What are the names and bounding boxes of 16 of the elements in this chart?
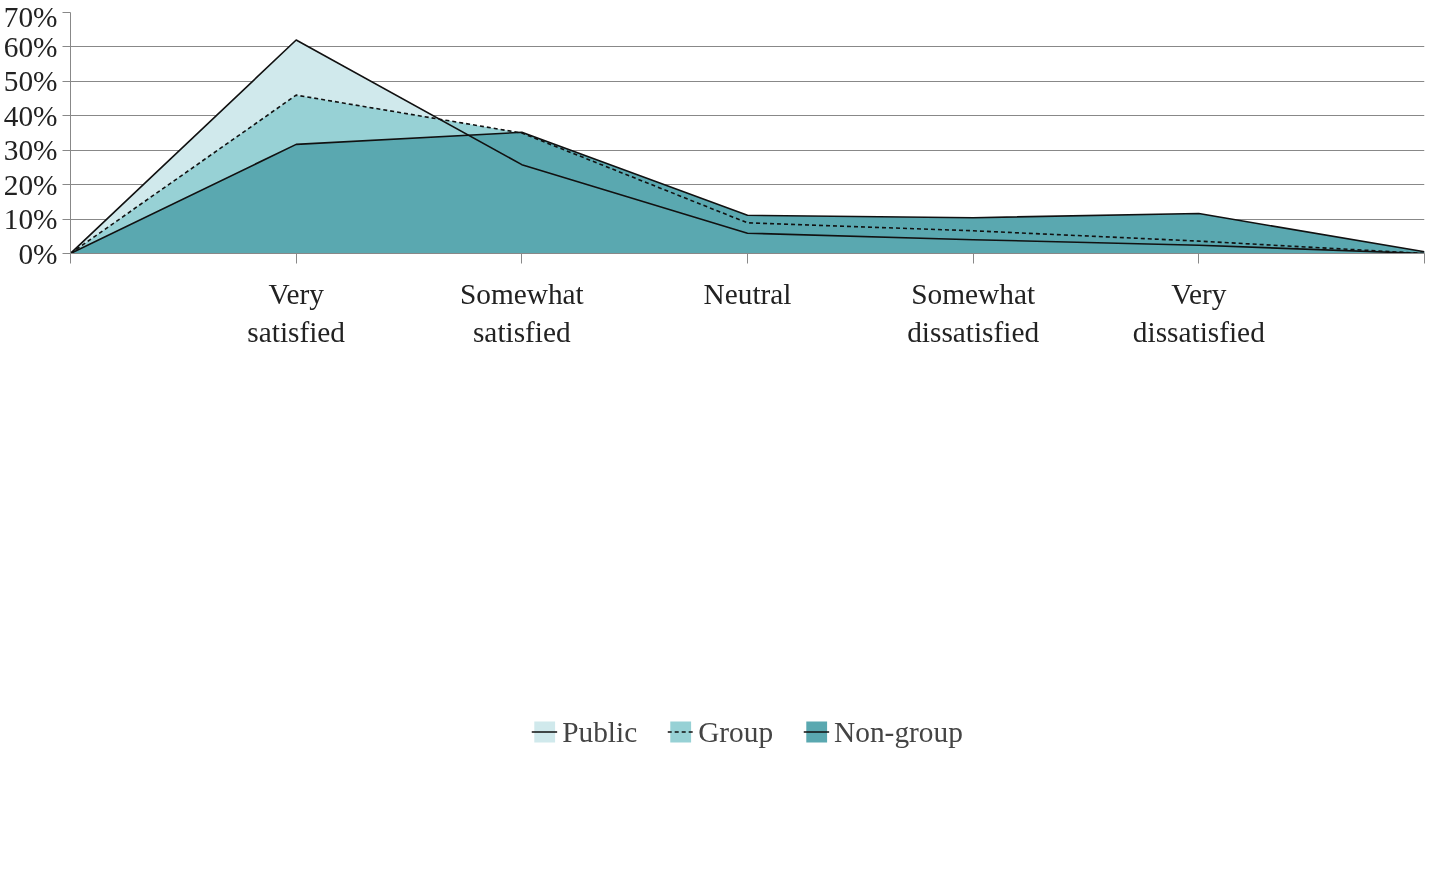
- legend-label: Public: [562, 715, 638, 749]
- y-tick-label: 20%: [3, 168, 58, 201]
- y-tick-label: 10%: [3, 203, 58, 236]
- legend-label: Group: [698, 715, 774, 749]
- x-tick-label: Very satisfied: [247, 277, 346, 348]
- y-tick-label: 70%: [3, 0, 58, 33]
- legend-label: Non-group: [834, 715, 963, 749]
- x-tick-label: Somewhat satisfied: [459, 277, 584, 348]
- x-tick-label: Very dissatisfied: [1132, 277, 1266, 348]
- y-tick-label: 30%: [3, 134, 58, 167]
- y-tick-label: 60%: [3, 30, 58, 63]
- y-tick-label: 50%: [3, 65, 58, 98]
- x-tick-label: Somewhat dissatisfied: [907, 277, 1040, 348]
- y-tick-label: 0%: [18, 237, 58, 270]
- y-tick-label: 40%: [3, 99, 58, 132]
- x-tick-label: Neutral: [703, 277, 792, 310]
